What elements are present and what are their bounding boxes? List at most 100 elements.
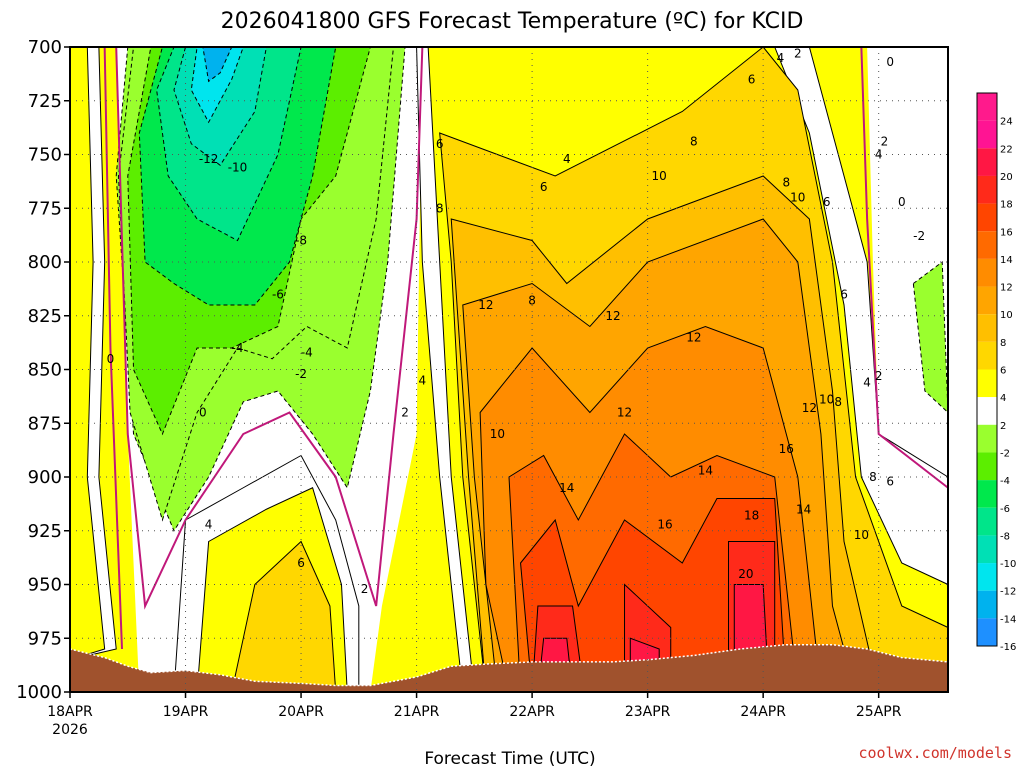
contour-label: 8: [869, 470, 877, 484]
contour-label: 6: [297, 556, 305, 570]
y-tick-label: 800: [28, 252, 62, 273]
x-tick-label: 19APR: [163, 704, 209, 720]
x-tick-label: 25APR: [856, 704, 902, 720]
colorbar-tick-label: 6: [1000, 366, 1006, 377]
grid-lines: [70, 47, 948, 692]
colorbar-swatch: [977, 424, 997, 453]
contour-label: 14: [796, 502, 811, 516]
colorbar-tick-label: 4: [1000, 393, 1006, 404]
contour-label: 2: [361, 582, 369, 596]
x-tick-label: 23APR: [625, 704, 671, 720]
contour-label: 10: [490, 427, 505, 441]
y-tick-label: 950: [28, 575, 62, 596]
y-tick-label: 975: [28, 628, 62, 649]
colorbar-swatch: [977, 341, 997, 370]
colorbar-swatch: [977, 148, 997, 176]
contour-label: 8: [436, 201, 444, 215]
contour-label: 0: [898, 195, 906, 209]
contour-label: 12: [617, 406, 632, 420]
contour-label: 16: [657, 517, 672, 531]
colorbar-swatch: [977, 452, 997, 481]
contour-label: 8: [834, 395, 842, 409]
x-tick-label: 24APR: [740, 704, 786, 720]
contour-label: 10: [854, 528, 869, 542]
colorbar-tick-label: -8: [1000, 531, 1010, 542]
y-tick-label: 775: [28, 198, 62, 219]
colorbar: 24 22 20 18 16 14 12 10 8 6 4 2 -2 -4 -6 -8 -10 -12 -14 -16: [976, 92, 1016, 653]
contour-label: -2: [913, 229, 925, 243]
surface-line: [69, 643, 949, 687]
colorbar-swatch: [977, 507, 997, 536]
colorbar-tick-label: 12: [1000, 283, 1013, 294]
x-tick-label: 21APR: [394, 704, 440, 720]
contour-label: 12: [686, 330, 701, 344]
contour-label: 8: [782, 175, 790, 189]
colorbar-swatch: [977, 120, 997, 149]
contour-label: 12: [605, 309, 620, 323]
colorbar-tick-label: 24: [1000, 117, 1013, 128]
colorbar-swatch: [977, 286, 997, 315]
y-tick-label: 700: [28, 37, 62, 58]
colorbar-swatch: [977, 93, 997, 121]
y-tick-label: 825: [28, 306, 62, 327]
contour-label: 20: [738, 567, 753, 581]
colorbar-tick-label: -2: [1000, 448, 1010, 459]
contour-label: 10: [819, 393, 834, 407]
axes: 7007257507758008258508759009259509751000…: [16, 37, 949, 738]
y-tick-label: 750: [28, 145, 62, 166]
temp-region--16: [202, 46, 233, 83]
colorbar-swatch: [977, 203, 997, 232]
contour-label: 6: [823, 195, 831, 209]
zero-band-region: [867, 47, 948, 477]
colorbar-swatch: [977, 314, 997, 342]
contour-label: 10: [790, 191, 805, 205]
y-tick-label: 850: [28, 360, 62, 381]
colorbar-swatch: [977, 480, 997, 508]
contour-label: 16: [779, 442, 794, 456]
contour-label: 4: [205, 517, 213, 531]
contour-label: 18: [744, 509, 759, 523]
colorbar-swatch: [977, 563, 997, 591]
x-axis-label: Forecast Time (UTC): [424, 749, 595, 768]
y-tick-label: 900: [28, 467, 62, 488]
colorbar-swatch: [977, 397, 997, 425]
contour-label: -10: [228, 160, 248, 174]
contour-label: 2: [401, 406, 409, 420]
colorbar-tick-label: -14: [1000, 614, 1016, 625]
colorbar-swatch: [977, 618, 997, 646]
colorbar-tick-label: 14: [1000, 255, 1013, 266]
colorbar-tick-label: 18: [1000, 200, 1013, 211]
colorbar-tick-label: -12: [1000, 587, 1016, 598]
contour-label: -4: [232, 341, 244, 355]
contour-label: -6: [272, 287, 284, 301]
x-tick-label: 20APR: [278, 704, 324, 720]
contour-label: 2: [875, 369, 883, 383]
contour-label: 6: [540, 180, 548, 194]
contour-label: 8: [528, 294, 536, 308]
colorbar-tick-label: 10: [1000, 310, 1013, 321]
contour-label: 12: [802, 401, 817, 415]
zero-isotherm-line: [103, 46, 123, 650]
contour-label: 10: [652, 169, 667, 183]
colorbar-frame: [976, 92, 998, 647]
colorbar-swatch: [977, 231, 997, 259]
colorbar-tick-label: -10: [1000, 559, 1016, 570]
colorbar-swatch: [977, 175, 997, 204]
contour-label: -8: [295, 234, 307, 248]
contour-label: 12: [478, 298, 493, 312]
contour-label: 0: [886, 55, 894, 69]
contour-label: 4: [875, 148, 883, 162]
contour-label: 6: [886, 474, 894, 488]
contour-label: 2: [881, 135, 889, 149]
zero-isotherm-line: [860, 46, 949, 489]
x-tick-label: 18APR: [47, 704, 93, 720]
contour-label: 6: [748, 72, 756, 86]
contour-label: 14: [559, 481, 574, 495]
colorbar-tick-label: -6: [1000, 504, 1010, 515]
y-tick-label: 1000: [16, 682, 62, 703]
contour-label: -12: [199, 152, 219, 166]
colorbar-swatch: [977, 535, 997, 564]
contour-label: -2: [295, 367, 307, 381]
x-start-year: 2026: [52, 722, 88, 738]
